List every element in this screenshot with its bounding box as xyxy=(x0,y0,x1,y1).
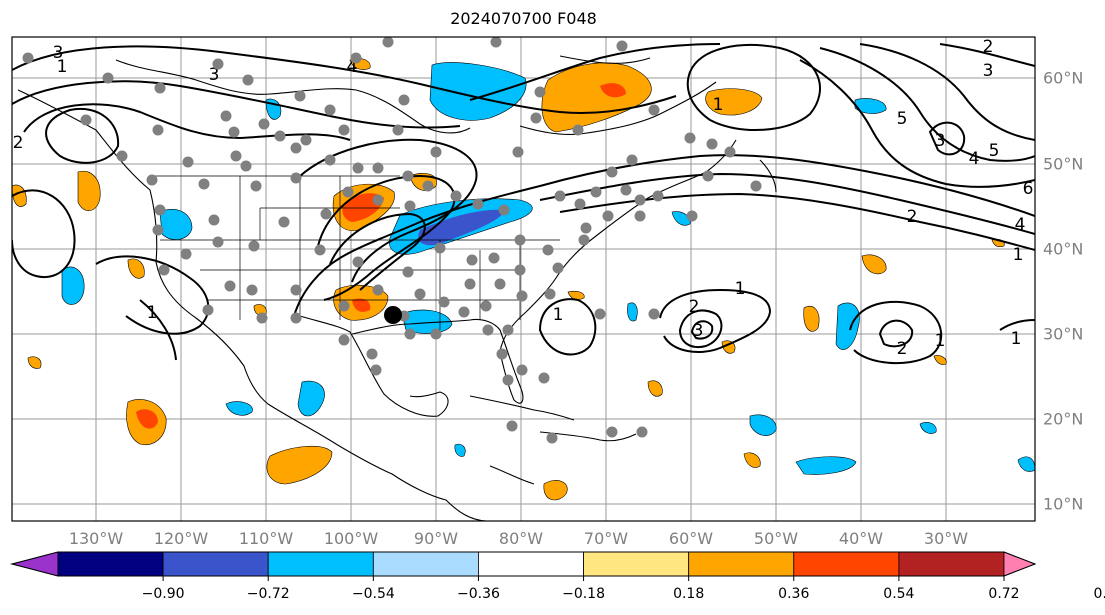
colorbar-segment xyxy=(898,551,1005,577)
colorbar-tick-label: −0.72 xyxy=(246,586,290,602)
contour-label: 1 xyxy=(1011,329,1022,349)
colorbar-segment xyxy=(57,551,164,577)
latitude-label: 40°N xyxy=(1043,239,1084,259)
contour-label: 3 xyxy=(693,321,704,341)
contour-label: 1 xyxy=(147,303,158,323)
longitude-label: 100°W xyxy=(323,529,379,548)
contour-label: 2 xyxy=(907,207,918,227)
contour-label: 2 xyxy=(689,297,700,317)
colorbar-tick-label: 0.72 xyxy=(988,586,1020,602)
location-marker xyxy=(384,306,402,324)
contour-label: 4 xyxy=(969,149,980,169)
latitude-label: 50°N xyxy=(1043,154,1084,174)
colorbar-tick-label: −0.18 xyxy=(562,586,605,602)
shaded-anomaly-areas xyxy=(12,58,1035,501)
colorbar-tick-label: 0.36 xyxy=(778,586,810,602)
contour-label: 1 xyxy=(935,331,946,351)
latitude-label: 60°N xyxy=(1043,68,1084,88)
contour-label: 2 xyxy=(983,37,994,57)
longitude-label: 130°W xyxy=(68,529,124,548)
contour-label: 3 xyxy=(935,131,946,151)
contour-label: 6 xyxy=(1023,179,1034,199)
longitude-label: 30°W xyxy=(923,529,969,548)
latitude-label: 20°N xyxy=(1043,409,1084,429)
map-title: 2024070700 F048 xyxy=(450,9,597,28)
colorbar-segment xyxy=(10,551,59,577)
colorbar-segment xyxy=(162,551,269,577)
contour-label: 1 xyxy=(713,95,724,115)
contour-label: 1 xyxy=(57,57,68,77)
contour-label: 1 xyxy=(1013,245,1024,265)
longitude-label: 110°W xyxy=(238,529,294,548)
contour-label: 2 xyxy=(897,339,908,359)
colorbar-tick-label: −0.90 xyxy=(141,586,185,602)
contour-labels: 3 3 1 4 2 1 2 3 5 4 5 3 6 2 4 1 1 1 2 3 … xyxy=(13,37,1034,359)
colorbar-segment xyxy=(583,551,690,577)
station-dots xyxy=(22,37,762,444)
colorbar-segment xyxy=(1003,551,1037,577)
longitude-label: 70°W xyxy=(583,529,629,548)
contour-label: 1 xyxy=(553,305,564,325)
colorbar-segment xyxy=(267,551,374,577)
latitude-label: 10°N xyxy=(1043,494,1084,514)
colorbar-tick-label: 0.18 xyxy=(673,586,705,602)
colorbar xyxy=(10,551,1037,581)
contour-label: 3 xyxy=(53,43,64,63)
contour-label: 3 xyxy=(209,65,220,85)
contour-label: 3 xyxy=(983,61,994,81)
forecast-map: 3 3 1 4 2 1 2 3 5 4 5 3 6 2 4 1 1 1 2 3 … xyxy=(11,36,1036,522)
contour-label: 5 xyxy=(897,109,908,129)
map-frame xyxy=(11,36,1036,522)
longitude-label: 40°W xyxy=(838,529,884,548)
colorbar-tick-label: −0.54 xyxy=(351,586,395,602)
longitude-label: 120°W xyxy=(153,529,209,548)
colorbar-segment xyxy=(478,551,584,577)
contour-label: 4 xyxy=(347,57,358,77)
longitude-label: 80°W xyxy=(498,529,544,548)
longitude-label: 90°W xyxy=(413,529,459,548)
contour-label: 5 xyxy=(989,141,1000,161)
colorbar-segment xyxy=(688,551,795,577)
colorbar-tick-label: 0.54 xyxy=(883,586,915,602)
contour-label: 4 xyxy=(1015,215,1026,235)
contour-label: 2 xyxy=(13,133,24,153)
colorbar-tick-label: 0.90 xyxy=(1093,586,1105,602)
longitude-label: 50°W xyxy=(753,529,799,548)
colorbar-tick-label: −0.36 xyxy=(456,586,500,602)
contour-label: 1 xyxy=(735,279,746,299)
latitude-label: 30°N xyxy=(1043,324,1084,344)
colorbar-segment xyxy=(793,551,900,577)
longitude-label: 60°W xyxy=(668,529,714,548)
colorbar-segment xyxy=(372,551,479,577)
